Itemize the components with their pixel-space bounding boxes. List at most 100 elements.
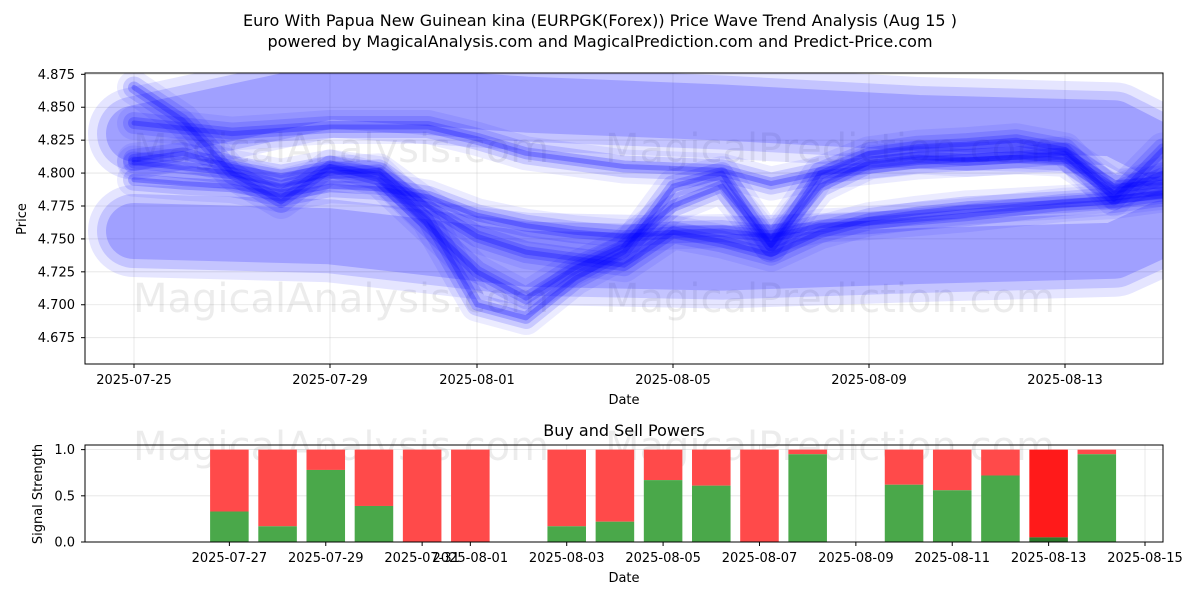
price-series-upper-band-layer bbox=[97, 73, 1163, 191]
chart-subtitle: powered by MagicalAnalysis.com and Magic… bbox=[267, 32, 932, 51]
price-series-wave-5-layer bbox=[128, 147, 1163, 305]
signal-bar-sell bbox=[740, 449, 779, 542]
signal-bar-buy bbox=[884, 484, 924, 542]
price-series-wave-3-layer bbox=[117, 106, 1163, 204]
price-series-wave-5-layer bbox=[131, 150, 1163, 301]
signal-y-tick-label: 0.0 bbox=[54, 536, 75, 551]
signal-bars bbox=[210, 449, 1117, 542]
signal-x-tick-label: 2025-08-07 bbox=[722, 551, 798, 566]
signal-plot: Buy and Sell Powers MagicalAnalysis.com … bbox=[31, 421, 1183, 586]
price-plot: MagicalAnalysis.com MagicalPrediction.co… bbox=[15, 68, 1164, 408]
signal-bar-buy bbox=[981, 475, 1020, 542]
watermark-prediction-top: MagicalPrediction.com bbox=[605, 126, 1055, 172]
price-y-tick-label: 4.700 bbox=[38, 298, 75, 313]
price-y-tick-label: 4.775 bbox=[38, 199, 75, 214]
price-y-label: Price bbox=[15, 203, 30, 235]
price-series-wave-4-layer bbox=[117, 162, 1163, 254]
signal-bar-buy bbox=[643, 480, 683, 542]
signal-bar-sell bbox=[354, 449, 394, 506]
signal-x-tick-label: 2025-07-29 bbox=[288, 551, 364, 566]
price-x-tick-label: 2025-08-01 bbox=[439, 373, 515, 388]
signal-bar-sell bbox=[402, 449, 442, 542]
price-series-wave-2-layer bbox=[123, 76, 1163, 329]
price-series-upper-band-layer bbox=[106, 73, 1163, 182]
signal-bar-sell bbox=[258, 449, 297, 527]
signal-bar-sell bbox=[547, 449, 586, 527]
price-watermarks: MagicalAnalysis.com MagicalPrediction.co… bbox=[133, 126, 1055, 322]
signal-bar-buy bbox=[1077, 454, 1117, 542]
watermark-analysis-top: MagicalAnalysis.com bbox=[133, 126, 549, 172]
price-y-tick-label: 4.750 bbox=[38, 232, 75, 247]
signal-bar-sell bbox=[210, 449, 249, 512]
signal-y-tick-label: 0.5 bbox=[54, 489, 75, 504]
signal-bar-sell bbox=[451, 449, 490, 542]
signal-x-tick-label: 2025-08-13 bbox=[1011, 551, 1087, 566]
price-x-tick-label: 2025-07-25 bbox=[96, 373, 172, 388]
signal-bar-buy bbox=[788, 454, 827, 542]
price-x-tick-label: 2025-08-09 bbox=[831, 373, 907, 388]
price-series-wave-5-layer bbox=[123, 142, 1163, 310]
signal-bar-sell bbox=[692, 449, 731, 486]
signal-bar-buy bbox=[354, 505, 394, 542]
signal-x-tick-label: 2025-07-27 bbox=[192, 551, 268, 566]
signal-bar-buy bbox=[547, 526, 586, 542]
signal-plot-frame bbox=[84, 444, 1164, 543]
price-series-wave-1-layer bbox=[128, 156, 1163, 272]
price-y-tick-label: 4.850 bbox=[38, 101, 75, 116]
price-y-tick-label: 4.800 bbox=[38, 167, 75, 182]
price-series-wave-3-layer bbox=[128, 117, 1163, 193]
price-y-tick-label: 4.875 bbox=[38, 68, 75, 83]
price-x-ticks: 2025-07-25 2025-07-29 2025-08-01 2025-08-05… bbox=[96, 364, 1103, 388]
signal-y-label: Signal Strength bbox=[31, 444, 46, 544]
signal-y-tick-label: 1.0 bbox=[54, 443, 75, 458]
price-series-wave-3-layer bbox=[123, 112, 1163, 198]
price-series-wave-1-layer bbox=[131, 160, 1163, 268]
price-series-lower-band-layer bbox=[106, 200, 1163, 291]
signal-x-tick-label: 2025-08-03 bbox=[529, 551, 605, 566]
signal-x-tick-label: 2025-08-09 bbox=[818, 551, 894, 566]
signal-bar-sell bbox=[643, 449, 683, 481]
price-series-wave-4-layer bbox=[123, 168, 1163, 248]
price-x-tick-label: 2025-08-13 bbox=[1027, 373, 1103, 388]
price-x-label: Date bbox=[608, 393, 639, 408]
price-plot-background bbox=[85, 73, 1163, 364]
price-series-group bbox=[88, 73, 1163, 335]
price-series-wave-2-layer bbox=[128, 81, 1163, 324]
price-series-wave-2-layer bbox=[131, 85, 1163, 321]
signal-bar-buy bbox=[932, 490, 972, 542]
price-series-upper-band-layer bbox=[88, 73, 1163, 200]
price-series-wave-1-layer bbox=[117, 145, 1163, 283]
signal-y-ticks: 0.0 0.5 1.0 bbox=[54, 443, 85, 551]
signal-bar-buy bbox=[210, 511, 249, 542]
price-series-wave-5-layer bbox=[117, 136, 1163, 316]
price-series-wave-3-layer bbox=[131, 120, 1163, 189]
price-series-wave-1-layer bbox=[123, 151, 1163, 277]
price-series-lower-band-layer bbox=[97, 191, 1163, 300]
price-series-wave-4-layer bbox=[128, 173, 1163, 243]
signal-x-tick-label: 2025-08-11 bbox=[914, 551, 990, 566]
signal-title: Buy and Sell Powers bbox=[543, 421, 705, 440]
signal-bar-sell bbox=[1029, 449, 1068, 538]
signal-x-tick-label: 2025-07-31 bbox=[384, 551, 460, 566]
watermark-prediction-mid: MagicalPrediction.com bbox=[605, 276, 1055, 322]
price-y-ticks: 4.675 4.700 4.725 4.750 4.775 4.800 4.825 4.850… bbox=[38, 68, 85, 346]
price-x-tick-label: 2025-07-29 bbox=[292, 373, 368, 388]
signal-bar-buy bbox=[1029, 537, 1068, 542]
signal-x-ticks: 2025-07-27 2025-07-29 2025-07-312025-08-01… bbox=[192, 542, 1183, 566]
signal-bar-buy bbox=[258, 526, 297, 542]
signal-bar-sell bbox=[788, 449, 827, 455]
price-grid bbox=[85, 73, 1163, 364]
price-y-tick-label: 4.725 bbox=[38, 265, 75, 280]
signal-bar-buy bbox=[306, 469, 346, 542]
signal-bar-sell bbox=[932, 449, 972, 491]
price-x-tick-label: 2025-08-05 bbox=[635, 373, 711, 388]
price-y-tick-label: 4.825 bbox=[38, 134, 75, 149]
signal-bar-buy bbox=[595, 521, 635, 542]
signal-bar-buy bbox=[692, 485, 731, 542]
signal-bar-sell bbox=[981, 449, 1020, 476]
signal-bar-sell bbox=[595, 449, 635, 522]
price-plot-frame bbox=[84, 72, 1164, 365]
price-series-lower-band-layer bbox=[88, 182, 1163, 309]
signal-x-label: Date bbox=[608, 571, 639, 586]
